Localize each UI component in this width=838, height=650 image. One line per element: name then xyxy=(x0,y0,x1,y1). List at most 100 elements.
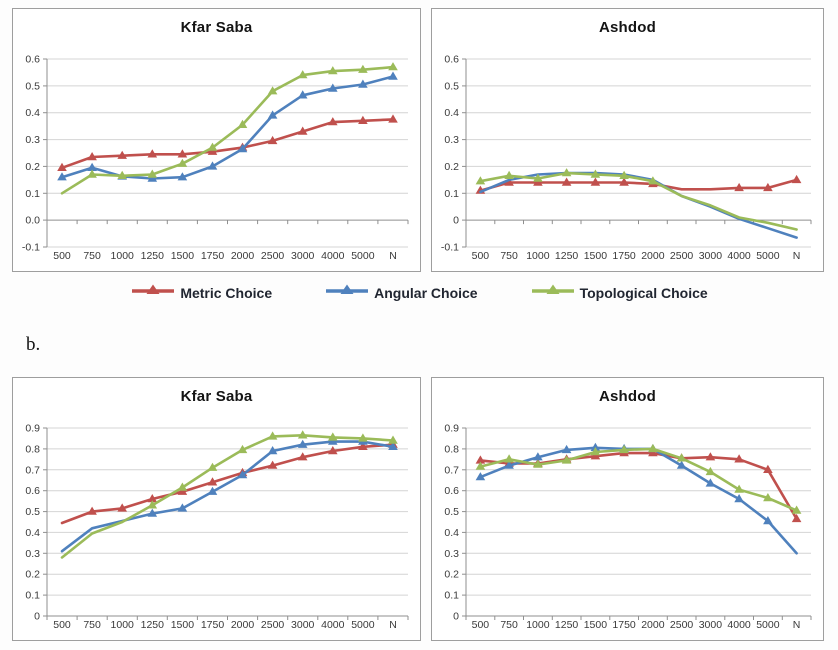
angular-choice-marker xyxy=(561,444,572,454)
svg-text:3000: 3000 xyxy=(291,250,315,262)
topological-choice-marker xyxy=(87,169,97,178)
svg-text:0.5: 0.5 xyxy=(25,80,40,92)
svg-text:0.5: 0.5 xyxy=(444,506,459,518)
topological-choice-marker xyxy=(328,66,338,75)
metric-choice-marker xyxy=(504,177,514,186)
metric-choice-marker xyxy=(177,149,188,158)
metric-choice-marker xyxy=(388,114,398,123)
metric-choice-marker xyxy=(475,455,486,464)
svg-text:0.9: 0.9 xyxy=(25,423,40,435)
topological-choice-marker xyxy=(561,455,572,464)
angular-choice-marker xyxy=(207,486,218,495)
svg-text:0.3: 0.3 xyxy=(444,548,459,560)
svg-text:0.6: 0.6 xyxy=(444,54,459,66)
metric-choice-marker xyxy=(763,464,773,473)
svg-text:500: 500 xyxy=(53,619,71,631)
svg-text:0.3: 0.3 xyxy=(25,548,40,560)
svg-text:0.0: 0.0 xyxy=(25,215,40,227)
svg-text:N: N xyxy=(793,250,801,262)
topological-choice-marker xyxy=(388,435,398,444)
topological-choice-marker xyxy=(504,454,514,463)
angular-choice-line xyxy=(60,75,395,180)
svg-text:1500: 1500 xyxy=(584,250,608,262)
svg-text:1250: 1250 xyxy=(555,250,579,262)
svg-text:750: 750 xyxy=(500,619,518,631)
svg-text:1250: 1250 xyxy=(555,619,579,631)
svg-text:750: 750 xyxy=(83,250,101,262)
angular-choice-marker xyxy=(267,110,278,119)
angular-choice-marker xyxy=(734,494,744,503)
metric-choice-marker xyxy=(177,486,188,495)
topological-choice-marker xyxy=(533,459,543,468)
chart-title-ashdod-b: Ashdod xyxy=(598,388,657,405)
svg-text:2500: 2500 xyxy=(670,250,694,262)
angular-choice-marker xyxy=(533,452,543,461)
svg-text:0.5: 0.5 xyxy=(444,80,459,92)
svg-text:1750: 1750 xyxy=(201,619,225,631)
metric-choice-marker xyxy=(791,513,802,523)
angular-choice-marker xyxy=(358,79,368,88)
topological-choice-marker xyxy=(237,119,248,128)
chart-title-kfar-saba-b: Kfar Saba xyxy=(180,388,253,405)
topological-choice-marker xyxy=(117,170,127,179)
svg-text:1500: 1500 xyxy=(171,250,195,262)
metric-choice-marker xyxy=(267,460,278,469)
angular-choice-marker xyxy=(237,470,248,479)
svg-text:4000: 4000 xyxy=(727,619,751,631)
svg-text:N: N xyxy=(793,619,801,631)
svg-text:4000: 4000 xyxy=(321,619,345,631)
svg-text:0.2: 0.2 xyxy=(25,569,40,581)
metric-choice-marker xyxy=(297,452,308,461)
legend-marker-glyph xyxy=(326,284,369,294)
svg-text:1500: 1500 xyxy=(171,619,195,631)
metric-choice-line xyxy=(60,443,395,525)
svg-text:5000: 5000 xyxy=(351,619,375,631)
svg-text:5000: 5000 xyxy=(756,250,780,262)
svg-text:5000: 5000 xyxy=(351,250,375,262)
topological-choice-marker xyxy=(504,170,514,179)
angular-choice-marker xyxy=(475,472,486,481)
legend-item-topological-choice: Topological Choice xyxy=(530,283,708,302)
svg-text:0.2: 0.2 xyxy=(444,569,459,581)
svg-text:750: 750 xyxy=(500,250,518,262)
svg-text:2000: 2000 xyxy=(231,250,255,262)
topological-choice-line xyxy=(60,433,395,559)
chart-legend: Metric Choice Angular Choice Topological… xyxy=(0,283,838,302)
angular-choice-line xyxy=(60,440,395,553)
svg-text:2500: 2500 xyxy=(670,619,694,631)
metric-choice-marker xyxy=(57,162,67,171)
angular-line-marker-icon xyxy=(324,283,370,302)
legend-item-angular-choice: Angular Choice xyxy=(324,283,478,302)
topological-choice-marker xyxy=(648,443,658,453)
metric-choice-marker xyxy=(87,152,97,161)
svg-text:1000: 1000 xyxy=(526,619,550,631)
legend-label: Topological Choice xyxy=(579,284,708,301)
svg-text:2000: 2000 xyxy=(641,619,665,631)
svg-text:1000: 1000 xyxy=(526,250,550,262)
svg-text:0.1: 0.1 xyxy=(25,590,40,602)
svg-text:0.4: 0.4 xyxy=(25,107,40,119)
svg-text:0.8: 0.8 xyxy=(25,443,40,455)
svg-text:0.6: 0.6 xyxy=(25,54,40,66)
metric-line-marker-icon xyxy=(130,283,176,302)
svg-text:0.3: 0.3 xyxy=(25,134,40,146)
metric-choice-marker xyxy=(267,135,278,145)
angular-choice-marker xyxy=(504,460,514,469)
section-label-b: b. xyxy=(26,334,41,355)
angular-choice-marker xyxy=(57,172,67,181)
topological-choice-marker xyxy=(267,431,278,440)
angular-choice-marker xyxy=(763,516,773,525)
chart-area-kfar-saba-a: 0.6 0.5 0.4 0.3 0.2 0.1 0.0 -0.1 500 750 1000 1250 1… xyxy=(13,9,420,271)
metric-choice-marker xyxy=(619,177,629,186)
metric-choice-marker xyxy=(297,126,308,135)
svg-text:N: N xyxy=(389,250,397,262)
metric-choice-marker xyxy=(117,503,127,512)
angular-choice-marker xyxy=(267,446,278,455)
topological-choice-marker xyxy=(648,176,658,185)
legend-label: Angular Choice xyxy=(374,284,478,301)
svg-text:0.9: 0.9 xyxy=(444,423,459,435)
topological-choice-marker xyxy=(177,482,188,491)
svg-text:0: 0 xyxy=(453,215,459,227)
svg-text:1250: 1250 xyxy=(141,250,165,262)
